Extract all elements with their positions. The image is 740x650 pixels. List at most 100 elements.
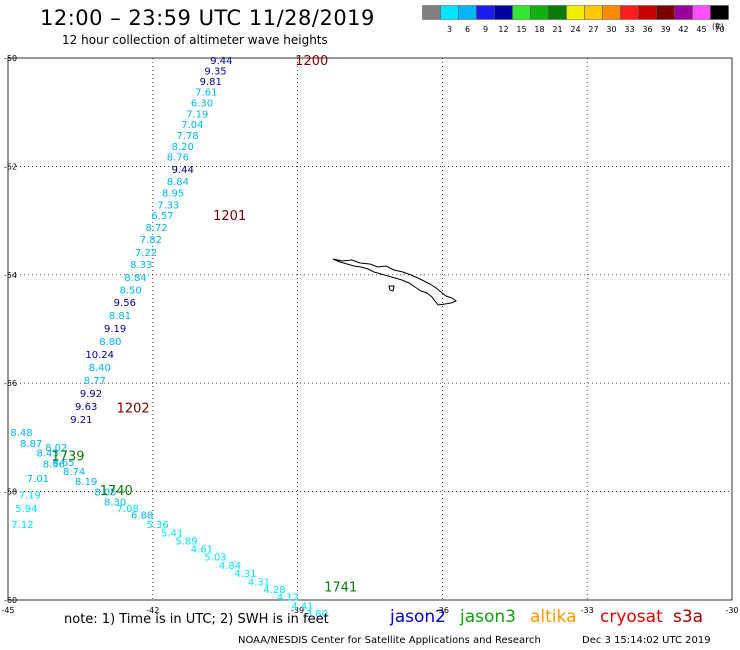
page-title: 12:00 – 23:59 UTC 11/28/2019 [40,6,375,30]
legend-tick-label: 21 [552,25,562,34]
wave-height-label: 4.12 [277,593,299,604]
wave-height-label: 9.92 [80,389,102,400]
legend-tick-label: 15 [516,25,526,34]
latitude-tick-label: -54 [4,271,17,280]
legend-tick-label: 24 [570,25,580,34]
wave-height-label: 5.36 [146,520,168,531]
wave-height-label: 7.22 [135,248,157,259]
wave-height-label: 7.19 [19,490,41,501]
wave-height-label: 10.24 [85,350,114,361]
wave-height-label: 8.81 [109,311,131,322]
wave-height-label: 8.50 [119,285,141,296]
wave-height-label: 7.12 [11,520,33,531]
satellite-pass-labels: 1200 1201 1202 1739 1740 1741 [51,54,357,595]
render-timestamp: Dec 3 15:14:02 UTC 2019 [582,635,711,646]
wave-height-label: 4.61 [191,545,213,556]
pass-time-label: 1201 [213,209,246,224]
wave-height-label: 9.35 [204,66,226,77]
wave-height-label: 7.78 [176,131,198,142]
latitude-tick-label: -50 [4,54,17,63]
axis-tick-labels: -45 -42 -39 -36 -33 -30 -50 -52 -54 -56 -58 -60 [1,54,738,615]
longitude-tick-label: -36 [436,606,449,615]
wave-height-label: 6.88 [131,510,153,521]
satellite-legend-cryosat: cryosat [600,607,663,627]
island-outline [332,258,458,306]
pass-time-label: 1202 [117,402,150,417]
wave-height-label: 3.80 [306,609,328,620]
pass-time-label: 1740 [100,484,133,499]
satellite-legend-s3a: s3a [673,607,704,627]
legend-tick-label: 27 [588,25,598,34]
wave-height-label: 4.31 [234,569,256,580]
wave-height-label: 7.01 [27,474,49,485]
satellite-legend-jason3: jason3 [460,607,516,627]
wave-height-label: 7.33 [157,200,179,211]
wave-height-label: 5.94 [15,504,37,515]
latitude-tick-label: -60 [4,596,17,605]
wave-height-label: 8.72 [146,223,168,234]
wave-height-label: 5.03 [204,553,226,564]
latitude-tick-label: -52 [4,162,17,171]
wave-height-label: 8.84 [167,177,189,188]
wave-height-label: 5.41 [161,528,183,539]
wave-height-label: 8.65 [52,458,74,469]
legend-tick-label: 18 [534,25,544,34]
longitude-tick-label: -42 [146,606,159,615]
latitude-tick-label: -56 [4,379,17,388]
wave-height-label: 8.76 [167,153,189,164]
wave-height-label: 9.44 [210,56,232,67]
legend-tick-label: 3 [447,25,452,34]
wave-height-label: 6.30 [191,98,213,109]
wave-height-label: 4.28 [263,585,285,596]
legend-swatch [710,5,729,20]
wave-height-label: 7.61 [195,88,217,99]
south-georgia-coastline [332,258,458,306]
longitude-tick-label: -30 [725,606,738,615]
longitude-tick-label: -45 [1,606,14,615]
wave-height-label: 7.08 [117,504,139,515]
wave-height-label: 9.19 [104,324,126,335]
wave-height-label: 7.19 [186,109,208,120]
wave-height-label: 6.57 [151,211,173,222]
latitude-tick-label: -58 [4,488,17,497]
wave-height-color-legend: 3 6 9 12 15 18 21 24 27 30 33 36 39 42 45 70 [422,5,729,34]
wave-height-label: 5.89 [175,536,197,547]
wave-height-label: 8.19 [75,477,97,488]
wave-height-observations: 9.449.359.817.616.307.197.047.788.208.76… [10,56,328,620]
wave-height-label: 4.41 [291,601,313,612]
wave-height-label: 8.95 [162,188,184,199]
page-subtitle: 12 hour collection of altimeter wave hei… [62,33,328,47]
wave-height-label: 8.48 [10,428,32,439]
map-frame [7,57,733,601]
wave-height-label: 9.21 [70,415,92,426]
wave-height-label: 9.81 [200,77,222,88]
wave-height-label: 9.63 [75,402,97,413]
wave-height-label: 8.80 [99,337,121,348]
satellite-legend-altika: altika [530,607,577,627]
wave-height-label: 8.74 [63,467,85,478]
wave-height-label: 8.20 [172,142,194,153]
longitude-tick-label: -33 [581,606,594,615]
legend-tick-label: 39 [660,25,670,34]
wave-height-label: 4.84 [219,561,241,572]
wave-height-label: 8.02 [45,443,67,454]
legend-tick-label: 6 [465,25,470,34]
wave-height-label: 8.05 [94,488,116,499]
satellite-legend-jason2: jason2 [390,607,446,627]
legend-tick-label: 30 [606,25,616,34]
pass-time-label: 1739 [51,449,84,464]
pass-time-label: 1200 [295,54,328,69]
legend-tick-label: 9 [483,25,488,34]
wave-height-label: 8.87 [20,439,42,450]
pass-time-label: 1741 [324,580,357,595]
credit-line: NOAA/NESDIS Center for Satellite Applica… [238,635,541,646]
wave-height-label: 8.77 [84,376,106,387]
wave-height-label: 7.04 [181,120,203,131]
legend-tick-label: 42 [678,25,688,34]
legend-tick-label: 12 [498,25,508,34]
footer-note: note: 1) Time is in UTC; 2) SWH is in fe… [64,612,329,627]
legend-tick-label: 70 [714,25,724,34]
wave-height-label: 9.44 [172,165,194,176]
wave-height-label: 7.82 [140,235,162,246]
